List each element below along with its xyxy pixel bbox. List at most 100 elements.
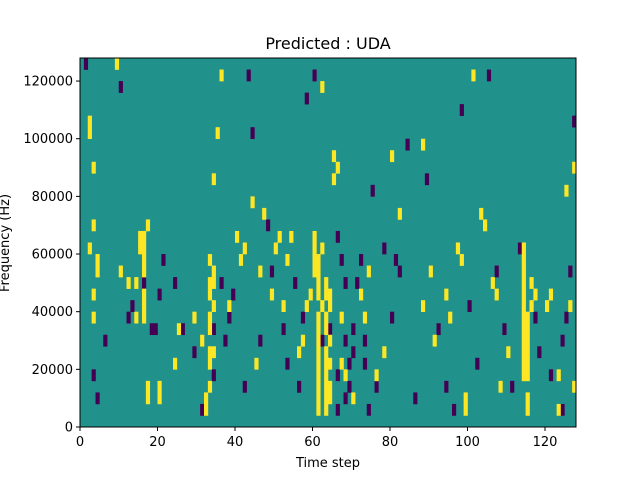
y-tick-label: 40000 <box>32 305 73 320</box>
heatmap-cell-high <box>227 300 232 312</box>
heatmap-cell-low <box>192 346 197 359</box>
heatmap-cell-high <box>498 380 503 393</box>
heatmap-cell-high <box>529 277 534 289</box>
heatmap-cell-high <box>145 380 151 393</box>
heatmap-cell-high <box>269 288 275 301</box>
heatmap-cell-high <box>87 115 92 128</box>
heatmap-cell-high <box>432 334 437 347</box>
heatmap-cell-high <box>572 380 577 393</box>
heatmap-cell-high <box>339 357 344 370</box>
heatmap-cell-low <box>494 265 499 278</box>
heatmap-cell-high <box>556 403 561 416</box>
heatmap-cell-high <box>533 288 538 301</box>
heatmap-cell-high <box>215 127 220 140</box>
heatmap-cell-high <box>316 265 321 278</box>
y-axis: 0 20000 40000 60000 80000 100000 120000 <box>23 75 80 436</box>
heatmap-cell-high <box>331 150 337 163</box>
heatmap-cell-high <box>382 346 387 359</box>
heatmap-cell-low <box>517 242 523 255</box>
heatmap-cell-low <box>533 311 538 324</box>
heatmap-cell-high <box>459 254 464 266</box>
heatmap-cell-high <box>521 369 526 382</box>
heatmap-cell-high <box>521 346 526 359</box>
heatmap-cell-high <box>316 403 321 416</box>
plot-frame <box>79 57 577 428</box>
heatmap-cell-high <box>95 254 100 266</box>
heatmap-cell-low <box>180 323 185 336</box>
heatmap-cell-low <box>142 277 147 289</box>
heatmap-cell-high <box>328 392 333 405</box>
heatmap-cell-high <box>207 277 213 289</box>
heatmap-cell-high <box>192 311 197 324</box>
heatmap-cell-high <box>91 219 96 232</box>
heatmap-cell-high <box>390 150 395 163</box>
heatmap-cell-low <box>343 392 348 405</box>
heatmap-cell-high <box>335 161 340 174</box>
heatmap-cell-high <box>525 357 530 370</box>
x-tick-label: 20 <box>149 435 166 450</box>
heatmap-cell-low <box>339 254 344 266</box>
heatmap-cell-high <box>308 288 313 301</box>
heatmap-cell-high <box>262 207 267 220</box>
heatmap-cell-high <box>134 277 139 289</box>
heatmap-cell-low <box>486 69 492 82</box>
heatmap-cell-high <box>176 323 182 336</box>
heatmap-cell-low <box>161 254 166 266</box>
heatmap-cell-high <box>138 230 143 243</box>
heatmap-cell-low <box>390 311 395 324</box>
heatmap-cell-high <box>95 265 100 278</box>
heatmap-cell-low <box>91 369 96 382</box>
heatmap-cell-high <box>328 300 333 312</box>
heatmap-cell-high <box>207 288 213 301</box>
heatmap-cell-high <box>572 161 577 174</box>
heatmap-cell-high <box>324 323 329 336</box>
heatmap-cell-high <box>506 346 511 359</box>
heatmap-cell-high <box>521 265 526 278</box>
heatmap-cell-high <box>207 380 213 393</box>
heatmap-cell-high <box>316 323 321 336</box>
heatmap-cell-low <box>118 81 123 93</box>
heatmap-cell-high <box>211 300 216 312</box>
heatmap-cell-high <box>331 173 337 186</box>
heatmap-cell-low <box>227 311 232 324</box>
heatmap-cell-low <box>560 334 565 347</box>
heatmap-cell-high <box>521 334 526 347</box>
heatmap-cell-high <box>142 265 147 278</box>
heatmap-cell-low <box>424 173 430 186</box>
y-tick-label: 80000 <box>32 190 73 205</box>
heatmap-cell-low <box>103 334 108 347</box>
heatmap-cell-high <box>525 311 530 324</box>
heatmap-cell-high <box>277 230 282 243</box>
heatmap-cell-high <box>145 392 151 405</box>
heatmap-cell-high <box>328 380 333 393</box>
heatmap-cell-high <box>556 369 561 382</box>
plot-area <box>79 57 577 428</box>
heatmap-cell-low <box>269 265 275 278</box>
chart-title: Predicted : UDA <box>265 34 390 53</box>
heatmap-cell-high <box>525 334 530 347</box>
heatmap-cell-high <box>142 300 147 312</box>
heatmap-cell-low <box>560 403 565 416</box>
y-tick-label: 100000 <box>23 132 73 147</box>
heatmap-cell-high <box>324 369 329 382</box>
heatmap-cell-high <box>219 69 224 82</box>
y-tick-label: 60000 <box>32 248 73 263</box>
y-tick-label: 20000 <box>32 363 73 378</box>
heatmap-cell-high <box>312 242 317 255</box>
heatmap-cell-high <box>490 277 495 289</box>
heatmap-cell-low <box>362 357 368 370</box>
heatmap-cell-high <box>374 369 379 382</box>
heatmap-cell-high <box>521 288 526 301</box>
heatmap-cell-high <box>312 230 317 243</box>
heatmap-cell-low <box>320 334 325 347</box>
heatmap-cell-low <box>347 380 352 393</box>
heatmap-cell-high <box>157 392 162 405</box>
y-tick-label: 0 <box>65 421 73 436</box>
heatmap-cell-high <box>285 254 290 266</box>
heatmap-cell-high <box>316 380 321 393</box>
heatmap-cell-high <box>173 357 178 370</box>
heatmap-cell-high <box>568 300 573 312</box>
heatmap-cell-high <box>297 346 302 359</box>
heatmap-cell-high <box>529 300 534 312</box>
heatmap-cell-high <box>207 311 213 324</box>
